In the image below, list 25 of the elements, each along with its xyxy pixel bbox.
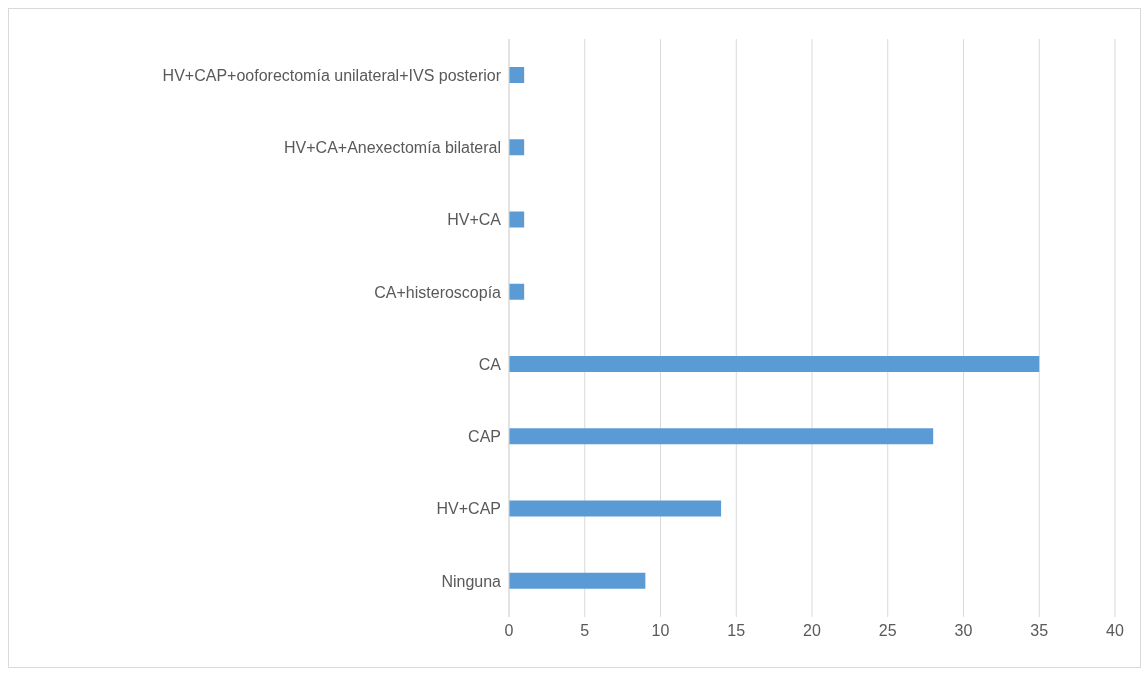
x-tick-label: 20 <box>803 622 821 640</box>
bar <box>509 283 525 300</box>
x-tick-label: 10 <box>651 622 670 640</box>
y-tick-label: CA+histeroscopía <box>374 283 502 301</box>
x-tick-label: 0 <box>504 622 514 640</box>
bar <box>509 428 934 445</box>
x-tick-label: 15 <box>727 622 746 640</box>
y-tick-label: CA <box>478 355 502 373</box>
x-tick-label: 5 <box>580 622 590 640</box>
x-tick-label: 30 <box>954 622 973 640</box>
y-tick-label: HV+CAP+ooforectomía unilateral+IVS posterior <box>162 66 502 84</box>
bar <box>509 356 1040 372</box>
y-tick-label: CAP <box>468 428 501 446</box>
y-tick-label: Ninguna <box>441 572 502 590</box>
bar <box>509 500 722 517</box>
y-tick-label: HV+CA <box>447 211 502 229</box>
x-tick-label: 35 <box>1030 622 1049 640</box>
x-tick-label: 40 <box>1106 622 1124 640</box>
bar <box>509 572 646 589</box>
bar <box>509 67 525 83</box>
x-tick-label: 25 <box>878 622 897 640</box>
bar <box>509 211 525 228</box>
y-tick-label: HV+CAP <box>436 500 501 518</box>
bar <box>509 139 525 156</box>
y-tick-label: HV+CA+Anexectomía bilateral <box>284 139 501 157</box>
